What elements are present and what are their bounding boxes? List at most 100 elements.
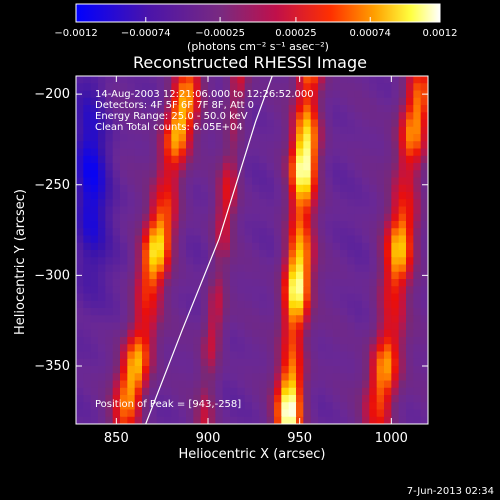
heatmap-cell: [332, 300, 341, 309]
heatmap-cell: [230, 416, 238, 424]
heatmap-cell: [142, 134, 150, 142]
heatmap-cell: [120, 322, 128, 331]
heatmap-cell: [347, 170, 356, 179]
heatmap-cell: [288, 416, 297, 424]
heatmap-cell: [281, 308, 290, 316]
heatmap-cell: [252, 387, 260, 396]
heatmap-cell: [296, 235, 304, 244]
heatmap-cell: [266, 300, 275, 309]
heatmap-cell: [120, 221, 128, 229]
heatmap-cell: [222, 134, 231, 142]
heatmap-cell: [347, 242, 356, 251]
heatmap-cell: [259, 126, 268, 135]
heatmap-cell: [274, 286, 282, 295]
heatmap-cell: [332, 184, 341, 193]
heatmap-cell: [266, 141, 275, 150]
heatmap-cell: [120, 351, 128, 360]
heatmap-cell: [156, 184, 165, 193]
heatmap-cell: [303, 322, 312, 331]
heatmap-cell: [362, 228, 370, 237]
annotation-total-counts: Clean Total counts: 6.05E+04: [95, 122, 243, 133]
heatmap-cell: [76, 213, 84, 222]
heatmap-cell: [252, 380, 260, 389]
heatmap-cell: [83, 228, 92, 237]
heatmap-cell: [288, 337, 297, 345]
heatmap-cell: [325, 387, 334, 396]
heatmap-cell: [186, 76, 194, 84]
heatmap-cell: [252, 170, 260, 179]
heatmap-cell: [164, 76, 172, 84]
heatmap-cell: [149, 228, 158, 237]
heatmap-cell: [98, 351, 106, 360]
heatmap-cell: [164, 206, 172, 215]
heatmap-cell: [376, 250, 385, 258]
heatmap-cell: [391, 177, 400, 186]
heatmap-cell: [186, 322, 194, 331]
heatmap-cell: [354, 221, 363, 229]
heatmap-cell: [156, 358, 165, 367]
heatmap-cell: [83, 373, 92, 382]
heatmap-cell: [76, 329, 84, 338]
heatmap-cell: [90, 279, 99, 287]
heatmap-cell: [354, 112, 363, 121]
heatmap-cell: [362, 271, 370, 280]
heatmap-cell: [90, 90, 99, 99]
heatmap-cell: [230, 112, 238, 121]
heatmap-cell: [222, 141, 231, 150]
heatmap-cell: [259, 366, 268, 374]
heatmap-cell: [406, 387, 414, 396]
heatmap-cell: [406, 228, 414, 237]
colorbar: [75, 3, 441, 23]
heatmap-cell: [281, 97, 290, 106]
heatmap-cell: [347, 315, 356, 324]
heatmap-cell: [230, 293, 238, 302]
heatmap-cell: [413, 206, 422, 215]
heatmap-cell: [420, 344, 428, 353]
heatmap-cell: [288, 141, 297, 150]
heatmap-cell: [193, 250, 202, 258]
heatmap-cell: [230, 402, 238, 411]
heatmap-cell: [83, 402, 92, 411]
heatmap-cell: [171, 409, 180, 418]
heatmap-cell: [105, 351, 114, 360]
heatmap-cell: [237, 308, 246, 316]
heatmap-cell: [391, 141, 400, 150]
heatmap-cell: [310, 155, 319, 164]
heatmap-cell: [274, 76, 282, 84]
heatmap-cell: [398, 329, 407, 338]
heatmap-cell: [318, 402, 326, 411]
heatmap-cell: [200, 105, 209, 113]
heatmap-cell: [76, 387, 84, 396]
heatmap-cell: [200, 329, 209, 338]
heatmap-cell: [244, 242, 253, 251]
heatmap-cell: [149, 308, 158, 316]
heatmap-cell: [215, 322, 224, 331]
heatmap-cell: [281, 242, 290, 251]
heatmap-cell: [266, 184, 275, 193]
heatmap-cell: [413, 300, 422, 309]
heatmap-cell: [222, 148, 231, 157]
heatmap-cell: [420, 155, 428, 164]
heatmap-cell: [420, 228, 428, 237]
heatmap-cell: [384, 402, 392, 411]
heatmap-cell: [244, 366, 253, 374]
heatmap-cell: [340, 163, 348, 171]
heatmap-cell: [142, 97, 150, 106]
heatmap-cell: [90, 170, 99, 179]
heatmap-cell: [303, 242, 312, 251]
heatmap-cell: [171, 119, 180, 128]
heatmap-cell: [208, 329, 216, 338]
heatmap-cell: [149, 344, 158, 353]
heatmap-cell: [332, 409, 341, 418]
heatmap-cell: [222, 235, 231, 244]
heatmap-cell: [237, 221, 246, 229]
heatmap-cell: [406, 373, 414, 382]
heatmap-cell: [347, 264, 356, 273]
heatmap-cell: [369, 373, 378, 382]
heatmap-cell: [90, 366, 99, 374]
heatmap-cell: [105, 380, 114, 389]
heatmap-cell: [90, 242, 99, 251]
heatmap-cell: [406, 358, 414, 367]
heatmap-cell: [112, 163, 121, 171]
heatmap-cell: [237, 257, 246, 266]
